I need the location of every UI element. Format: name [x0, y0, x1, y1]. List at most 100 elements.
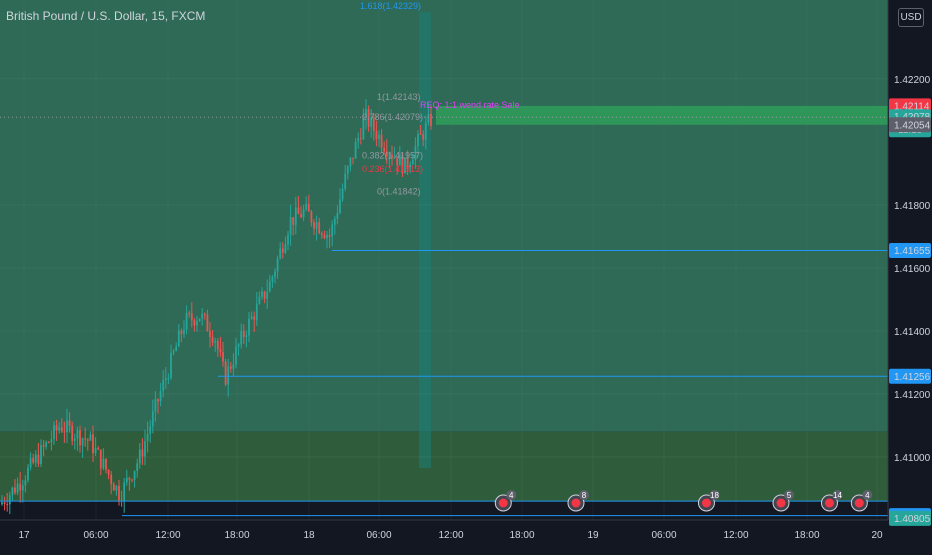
- x-tick-label-2: 12:00: [155, 530, 180, 541]
- x-tick-label-1: 06:00: [83, 530, 108, 541]
- x-tick-label-7: 18:00: [509, 530, 534, 541]
- candle-body: [32, 457, 35, 463]
- candle-body: [3, 502, 6, 505]
- y-tick-label-0: 1.42200: [894, 75, 931, 86]
- candle-body: [198, 318, 201, 322]
- event-count-0: 4: [509, 491, 514, 500]
- event-count-badge-3: [784, 490, 795, 500]
- candle-body: [151, 411, 154, 427]
- candle-body: [175, 346, 178, 352]
- candle-body: [258, 296, 261, 304]
- candle-body: [393, 157, 396, 159]
- event-count-badge-5: [862, 490, 873, 500]
- event-count-2: 18: [710, 491, 719, 500]
- candle-body: [149, 426, 152, 434]
- candle-body: [123, 482, 126, 502]
- candle-body: [185, 313, 188, 330]
- y-tick-label-5: 1.41000: [894, 453, 931, 464]
- event-flag-icon-2: [701, 498, 711, 508]
- candle-body: [14, 487, 16, 493]
- candle-body: [302, 209, 305, 218]
- candle-body: [128, 477, 131, 480]
- candle-body: [188, 313, 191, 315]
- candle-body: [8, 495, 11, 505]
- fib-label-2: 0.786(1.42079): [362, 112, 423, 122]
- candle-body: [422, 134, 425, 140]
- candle-body: [385, 151, 388, 157]
- candle-body: [219, 348, 222, 353]
- candle-body: [136, 463, 139, 471]
- candle-body: [79, 430, 81, 446]
- candle-body: [11, 487, 14, 496]
- chart-title: British Pound / U.S. Dollar, 15, FXCM: [6, 9, 206, 23]
- fib-label-1: 1(1.42143): [377, 92, 421, 102]
- candle-body: [27, 467, 29, 481]
- candle-body: [305, 203, 308, 210]
- candle-body: [162, 379, 165, 392]
- x-tick-label-5: 06:00: [366, 530, 391, 541]
- candle-body: [47, 442, 50, 444]
- event-count-badge-4: [832, 490, 843, 500]
- candle-body: [105, 458, 107, 470]
- candle-body: [193, 320, 196, 326]
- fib-label-3: 0.382(1.41957): [362, 150, 423, 160]
- y-tick-label-2: 1.41600: [894, 264, 931, 275]
- candle-body: [154, 399, 157, 412]
- fib-label-5: 0(1.41842): [377, 187, 421, 197]
- candle-body: [287, 234, 289, 245]
- event-flag-icon-3: [776, 498, 786, 508]
- candle-body: [367, 109, 370, 127]
- candle-body: [320, 233, 323, 235]
- candle-body: [172, 351, 175, 353]
- candle-body: [125, 477, 128, 483]
- candle-body: [245, 335, 248, 337]
- candle-body: [224, 361, 227, 385]
- candle-body: [235, 346, 237, 365]
- price-badge-2: [889, 117, 931, 133]
- candle-body: [42, 445, 45, 447]
- price-badge-6: [889, 510, 931, 526]
- candle-body: [271, 276, 274, 282]
- candle-body: [209, 331, 211, 337]
- candle-body: [380, 134, 383, 148]
- event-count-5: 4: [865, 491, 870, 500]
- price-axis-background: [888, 0, 932, 550]
- candle-body: [281, 248, 284, 253]
- candle-body: [240, 331, 243, 345]
- candle-body: [1, 502, 3, 505]
- event-flag-icon-5: [854, 498, 864, 508]
- candle-body: [222, 352, 224, 362]
- x-tick-label-0: 17: [18, 530, 30, 541]
- candle-body: [248, 318, 250, 336]
- candle-body: [346, 166, 349, 174]
- candle-body: [68, 420, 71, 426]
- event-flag-icon-1: [571, 498, 581, 508]
- candle-body: [159, 391, 162, 402]
- candle-body: [409, 164, 412, 168]
- currency-button[interactable]: USD: [898, 8, 924, 27]
- candle-body: [331, 224, 334, 237]
- candle-body: [370, 117, 373, 127]
- candle-body: [216, 340, 219, 349]
- candle-body: [292, 217, 295, 225]
- candle-body: [97, 448, 100, 450]
- price-badge-3: [889, 243, 931, 259]
- candle-body: [414, 146, 417, 160]
- candle-body: [378, 134, 380, 140]
- x-tick-label-8: 19: [587, 530, 599, 541]
- candle-body: [255, 303, 258, 321]
- candle-body: [284, 244, 287, 253]
- candle-body: [115, 486, 118, 491]
- candle-body: [107, 469, 110, 475]
- candle-body: [206, 314, 209, 332]
- price-badge-label-2: 1.42054: [894, 120, 931, 131]
- candle-body: [112, 484, 115, 491]
- x-tick-label-4: 18: [303, 530, 315, 541]
- candle-body: [84, 438, 87, 440]
- event-count-badge-2: [709, 490, 720, 500]
- candle-body: [99, 449, 102, 469]
- candle-body: [339, 199, 341, 214]
- candle-body: [60, 427, 63, 432]
- candle-body: [170, 352, 172, 379]
